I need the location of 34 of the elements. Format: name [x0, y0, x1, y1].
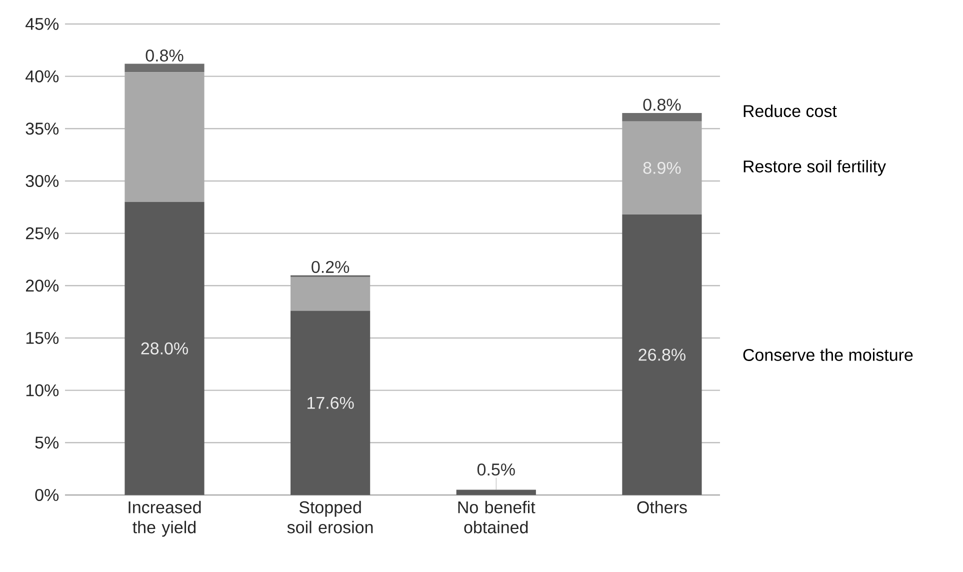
data-label: 0.5% [477, 464, 515, 476]
data-label: 0.2% [312, 260, 350, 273]
y-tick-label: 15% [26, 332, 59, 344]
x-tick-label: Increased the yield [128, 500, 201, 537]
data-label: 28.0% [141, 342, 188, 354]
text: Reduce cost [744, 104, 837, 118]
bar [124, 72, 204, 202]
y-tick-label: 25% [26, 227, 59, 240]
data-label: 17.6% [308, 396, 354, 409]
bar [290, 310, 370, 495]
y-tick-label: 30% [26, 174, 59, 188]
bar [290, 277, 370, 311]
bar [622, 121, 702, 214]
x-tick-label: Stopped soil erosion [287, 500, 373, 534]
y-tick-label: 40% [26, 70, 59, 82]
y-tick-label: 20% [26, 280, 59, 292]
y-tick-label: 45% [26, 18, 59, 30]
x-tick-label: Others [637, 500, 687, 514]
y-tick-label: 10% [26, 384, 59, 396]
bar [456, 490, 536, 495]
bar [622, 112, 702, 122]
data-label: 0.8% [643, 98, 681, 111]
text: Conserve the moisture [743, 348, 913, 361]
x-tick-label: No benefit obtained [458, 500, 536, 534]
y-tick-label: 5% [35, 436, 59, 449]
data-label: 8.9% [643, 162, 681, 174]
bar [622, 214, 702, 495]
data-label: 26.8% [638, 348, 686, 361]
data-label: 0.8% [146, 50, 184, 62]
y-tick-label: 35% [26, 122, 59, 135]
text: Restore soil fertility [744, 160, 886, 176]
bar [124, 202, 204, 495]
y-tick-label: 0% [35, 488, 59, 502]
bar [124, 64, 204, 72]
